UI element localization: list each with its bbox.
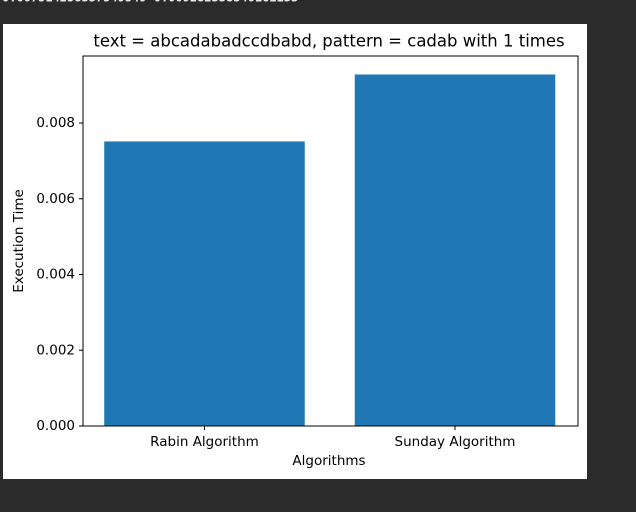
- y-tick-label: 0.000: [36, 418, 75, 434]
- y-tick-label: 0.004: [36, 267, 75, 283]
- bar: [354, 74, 556, 426]
- y-tick-label: 0.006: [36, 191, 75, 207]
- x-tick-label: Sunday Algorithm: [395, 434, 516, 450]
- x-tick-label: Rabin Algorithm: [150, 434, 259, 450]
- chart-title: text = abcadabadccdbabd, pattern = cadab…: [93, 32, 564, 51]
- x-axis-label: Algorithms: [292, 453, 365, 469]
- bar: [104, 141, 305, 426]
- y-axis-label: Execution Time: [11, 189, 27, 293]
- plot-frame: [82, 55, 579, 427]
- y-tick-label: 0.008: [36, 115, 75, 131]
- y-tick-label: 0.002: [36, 342, 75, 358]
- console-output: 0.007514258337549549 0.00928233834016113…: [2, 0, 298, 5]
